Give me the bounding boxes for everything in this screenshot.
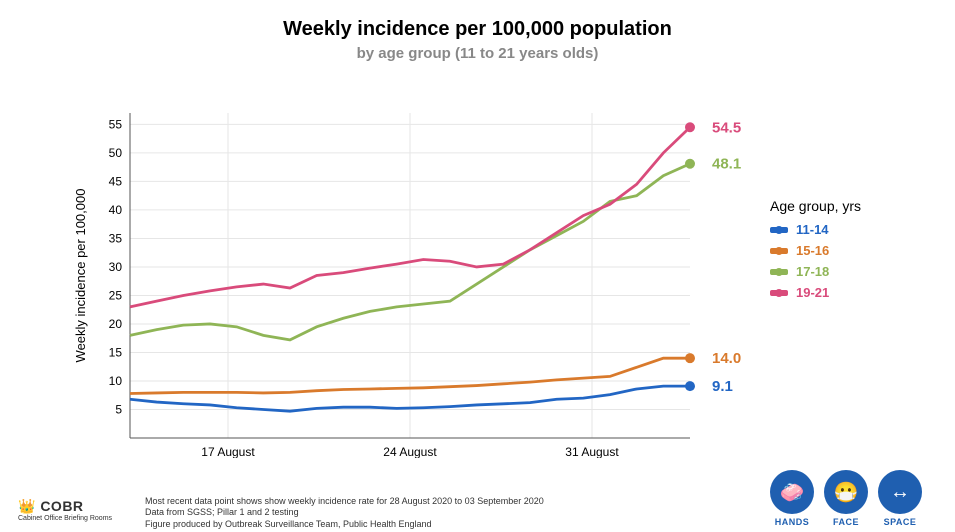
- y-tick-label: 40: [109, 203, 123, 217]
- badge-label: FACE: [824, 517, 868, 527]
- y-tick-label: 30: [109, 260, 123, 274]
- cobr-logo-subtext: Cabinet Office Briefing Rooms: [18, 515, 112, 522]
- x-tick-label: 31 August: [565, 445, 619, 458]
- legend-swatch: [770, 248, 788, 254]
- legend-title: Age group, yrs: [770, 198, 861, 214]
- series-end-dot-11-14: [685, 381, 695, 391]
- badge-label: HANDS: [770, 517, 814, 527]
- y-tick-label: 35: [109, 231, 123, 245]
- series-end-label-19-21: 54.5: [712, 119, 741, 136]
- y-tick-label: 45: [109, 174, 123, 188]
- cobr-logo-text: 👑 COBR: [18, 498, 112, 515]
- x-tick-label: 17 August: [201, 445, 255, 458]
- footnote-line: Data from SGSS; Pillar 1 and 2 testing: [145, 507, 544, 518]
- y-tick-label: 25: [109, 288, 123, 302]
- series-end-label-15-16: 14.0: [712, 350, 741, 367]
- series-end-label-17-18: 48.1: [712, 156, 741, 173]
- legend-label: 17-18: [796, 264, 829, 279]
- legend-item: 17-18: [770, 264, 861, 279]
- legend-swatch: [770, 227, 788, 233]
- y-tick-label: 55: [109, 117, 123, 131]
- legend: Age group, yrs 11-14 15-16 17-18 19-21: [770, 198, 861, 306]
- series-end-dot-17-18: [685, 159, 695, 169]
- legend-label: 19-21: [796, 285, 829, 300]
- face-badge: 😷 FACE: [824, 470, 868, 527]
- x-tick-label: 24 August: [383, 445, 437, 458]
- legend-label: 15-16: [796, 243, 829, 258]
- y-tick-label: 50: [109, 146, 123, 160]
- legend-item: 11-14: [770, 222, 861, 237]
- series-end-dot-19-21: [685, 122, 695, 132]
- legend-swatch: [770, 290, 788, 296]
- legend-item: 15-16: [770, 243, 861, 258]
- y-tick-label: 5: [115, 402, 122, 416]
- legend-swatch: [770, 269, 788, 275]
- footnote: Most recent data point shows show weekly…: [145, 496, 544, 530]
- safety-badges: 🧼 HANDS 😷 FACE ↔ SPACE: [770, 470, 922, 527]
- face-icon: 😷: [824, 470, 868, 514]
- legend-label: 11-14: [796, 222, 829, 237]
- y-tick-label: 20: [109, 317, 123, 331]
- badge-label: SPACE: [878, 517, 922, 527]
- footnote-line: Most recent data point shows show weekly…: [145, 496, 544, 507]
- space-badge: ↔ SPACE: [878, 470, 922, 527]
- hands-badge: 🧼 HANDS: [770, 470, 814, 527]
- y-tick-label: 10: [109, 374, 123, 388]
- cobr-logo: 👑 COBR Cabinet Office Briefing Rooms: [18, 498, 112, 522]
- y-axis-label: Weekly incidence per 100,000: [73, 189, 88, 363]
- footnote-line: Figure produced by Outbreak Surveillance…: [145, 519, 544, 530]
- series-end-label-11-14: 9.1: [712, 378, 733, 395]
- hands-icon: 🧼: [770, 470, 814, 514]
- series-end-dot-15-16: [685, 353, 695, 363]
- y-tick-label: 15: [109, 345, 123, 359]
- space-icon: ↔: [878, 470, 922, 514]
- legend-item: 19-21: [770, 285, 861, 300]
